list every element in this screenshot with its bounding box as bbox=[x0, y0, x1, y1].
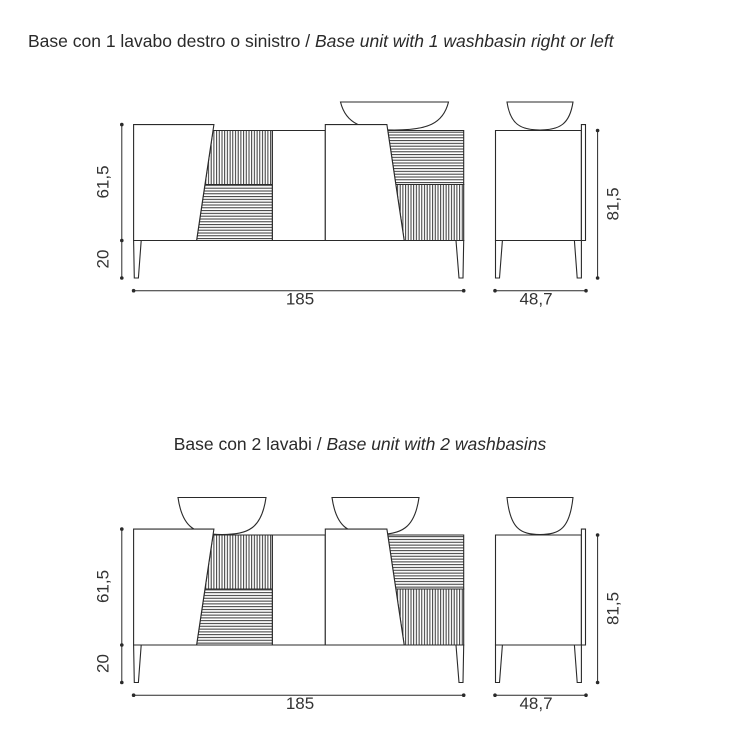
title-italian: Base con 1 lavabo destro o sinistro bbox=[28, 31, 301, 51]
drawing-2: 61,5 20 81,5 185 48,7 bbox=[94, 496, 623, 713]
fluted-panel-vertical bbox=[204, 129, 273, 186]
label-width: 185 bbox=[286, 694, 314, 713]
dimension-dot bbox=[584, 288, 588, 293]
dimension-dot bbox=[120, 527, 124, 531]
leg-side-right bbox=[573, 239, 582, 279]
leg-front-left bbox=[133, 644, 142, 684]
dimension-dot bbox=[493, 288, 497, 293]
dimension-dot bbox=[595, 680, 600, 685]
title-double-basin: Base con 2 lavabi / Base unit with 2 was… bbox=[0, 434, 720, 455]
fluted-panel-vertical bbox=[395, 588, 465, 646]
side-cabinet bbox=[494, 534, 582, 646]
dimension-dot bbox=[120, 643, 124, 647]
dimension-dot bbox=[595, 128, 600, 133]
leg-side-left bbox=[494, 644, 503, 684]
dimension-dot bbox=[131, 693, 136, 697]
label-leg-height: 20 bbox=[94, 250, 113, 269]
washbasin-side bbox=[506, 101, 574, 131]
label-total-height: 81,5 bbox=[604, 187, 623, 220]
title-italian: Base con 2 lavabi bbox=[173, 434, 312, 454]
plain-panel bbox=[271, 129, 326, 242]
dimension-dot bbox=[584, 693, 588, 697]
fluted-panel-horizontal bbox=[387, 129, 465, 186]
fluted-panel-horizontal bbox=[195, 588, 273, 646]
side-cabinet bbox=[494, 129, 582, 242]
dimension-dot bbox=[120, 122, 124, 127]
dimension-dot bbox=[120, 238, 124, 243]
title-english: Base unit with 2 washbasins bbox=[326, 434, 547, 454]
label-width: 185 bbox=[286, 290, 314, 309]
label-depth: 48,7 bbox=[519, 694, 552, 713]
label-depth: 48,7 bbox=[519, 290, 552, 309]
label-total-height: 81,5 bbox=[604, 592, 623, 625]
leg-front-right bbox=[455, 239, 465, 279]
dimension-dot bbox=[493, 693, 497, 697]
fluted-panel-vertical bbox=[395, 183, 465, 242]
dimension-dot bbox=[131, 288, 136, 293]
dimension-dot bbox=[595, 276, 600, 280]
leg-side-right bbox=[573, 644, 582, 684]
dimension-dot bbox=[461, 288, 466, 293]
fluted-panel-horizontal bbox=[195, 183, 273, 242]
plain-panel bbox=[271, 534, 326, 646]
fluted-panel-vertical bbox=[204, 534, 273, 590]
drawing-1: 61,5 20 81,5 185 48,7 bbox=[94, 101, 623, 309]
leg-front-left bbox=[133, 239, 142, 279]
washbasin-side bbox=[506, 496, 574, 536]
label-cabinet-height: 61,5 bbox=[94, 165, 113, 198]
label-cabinet-height: 61,5 bbox=[94, 570, 113, 603]
title-english: Base unit with 1 washbasin right or left bbox=[314, 31, 614, 51]
title-single-basin: Base con 1 lavabo destro o sinistro / Ba… bbox=[28, 31, 614, 52]
dimension-dot bbox=[120, 680, 124, 685]
dimension-dot bbox=[120, 276, 124, 280]
fluted-panel-horizontal bbox=[387, 534, 465, 590]
dimension-dot bbox=[595, 533, 600, 537]
title-separator: / bbox=[311, 434, 327, 454]
label-leg-height: 20 bbox=[94, 654, 113, 673]
side-panel bbox=[580, 124, 587, 242]
leg-front-right bbox=[455, 644, 465, 684]
dimension-dot bbox=[461, 693, 466, 697]
title-separator: / bbox=[300, 31, 315, 51]
leg-side-left bbox=[494, 239, 503, 279]
side-panel bbox=[580, 528, 587, 646]
